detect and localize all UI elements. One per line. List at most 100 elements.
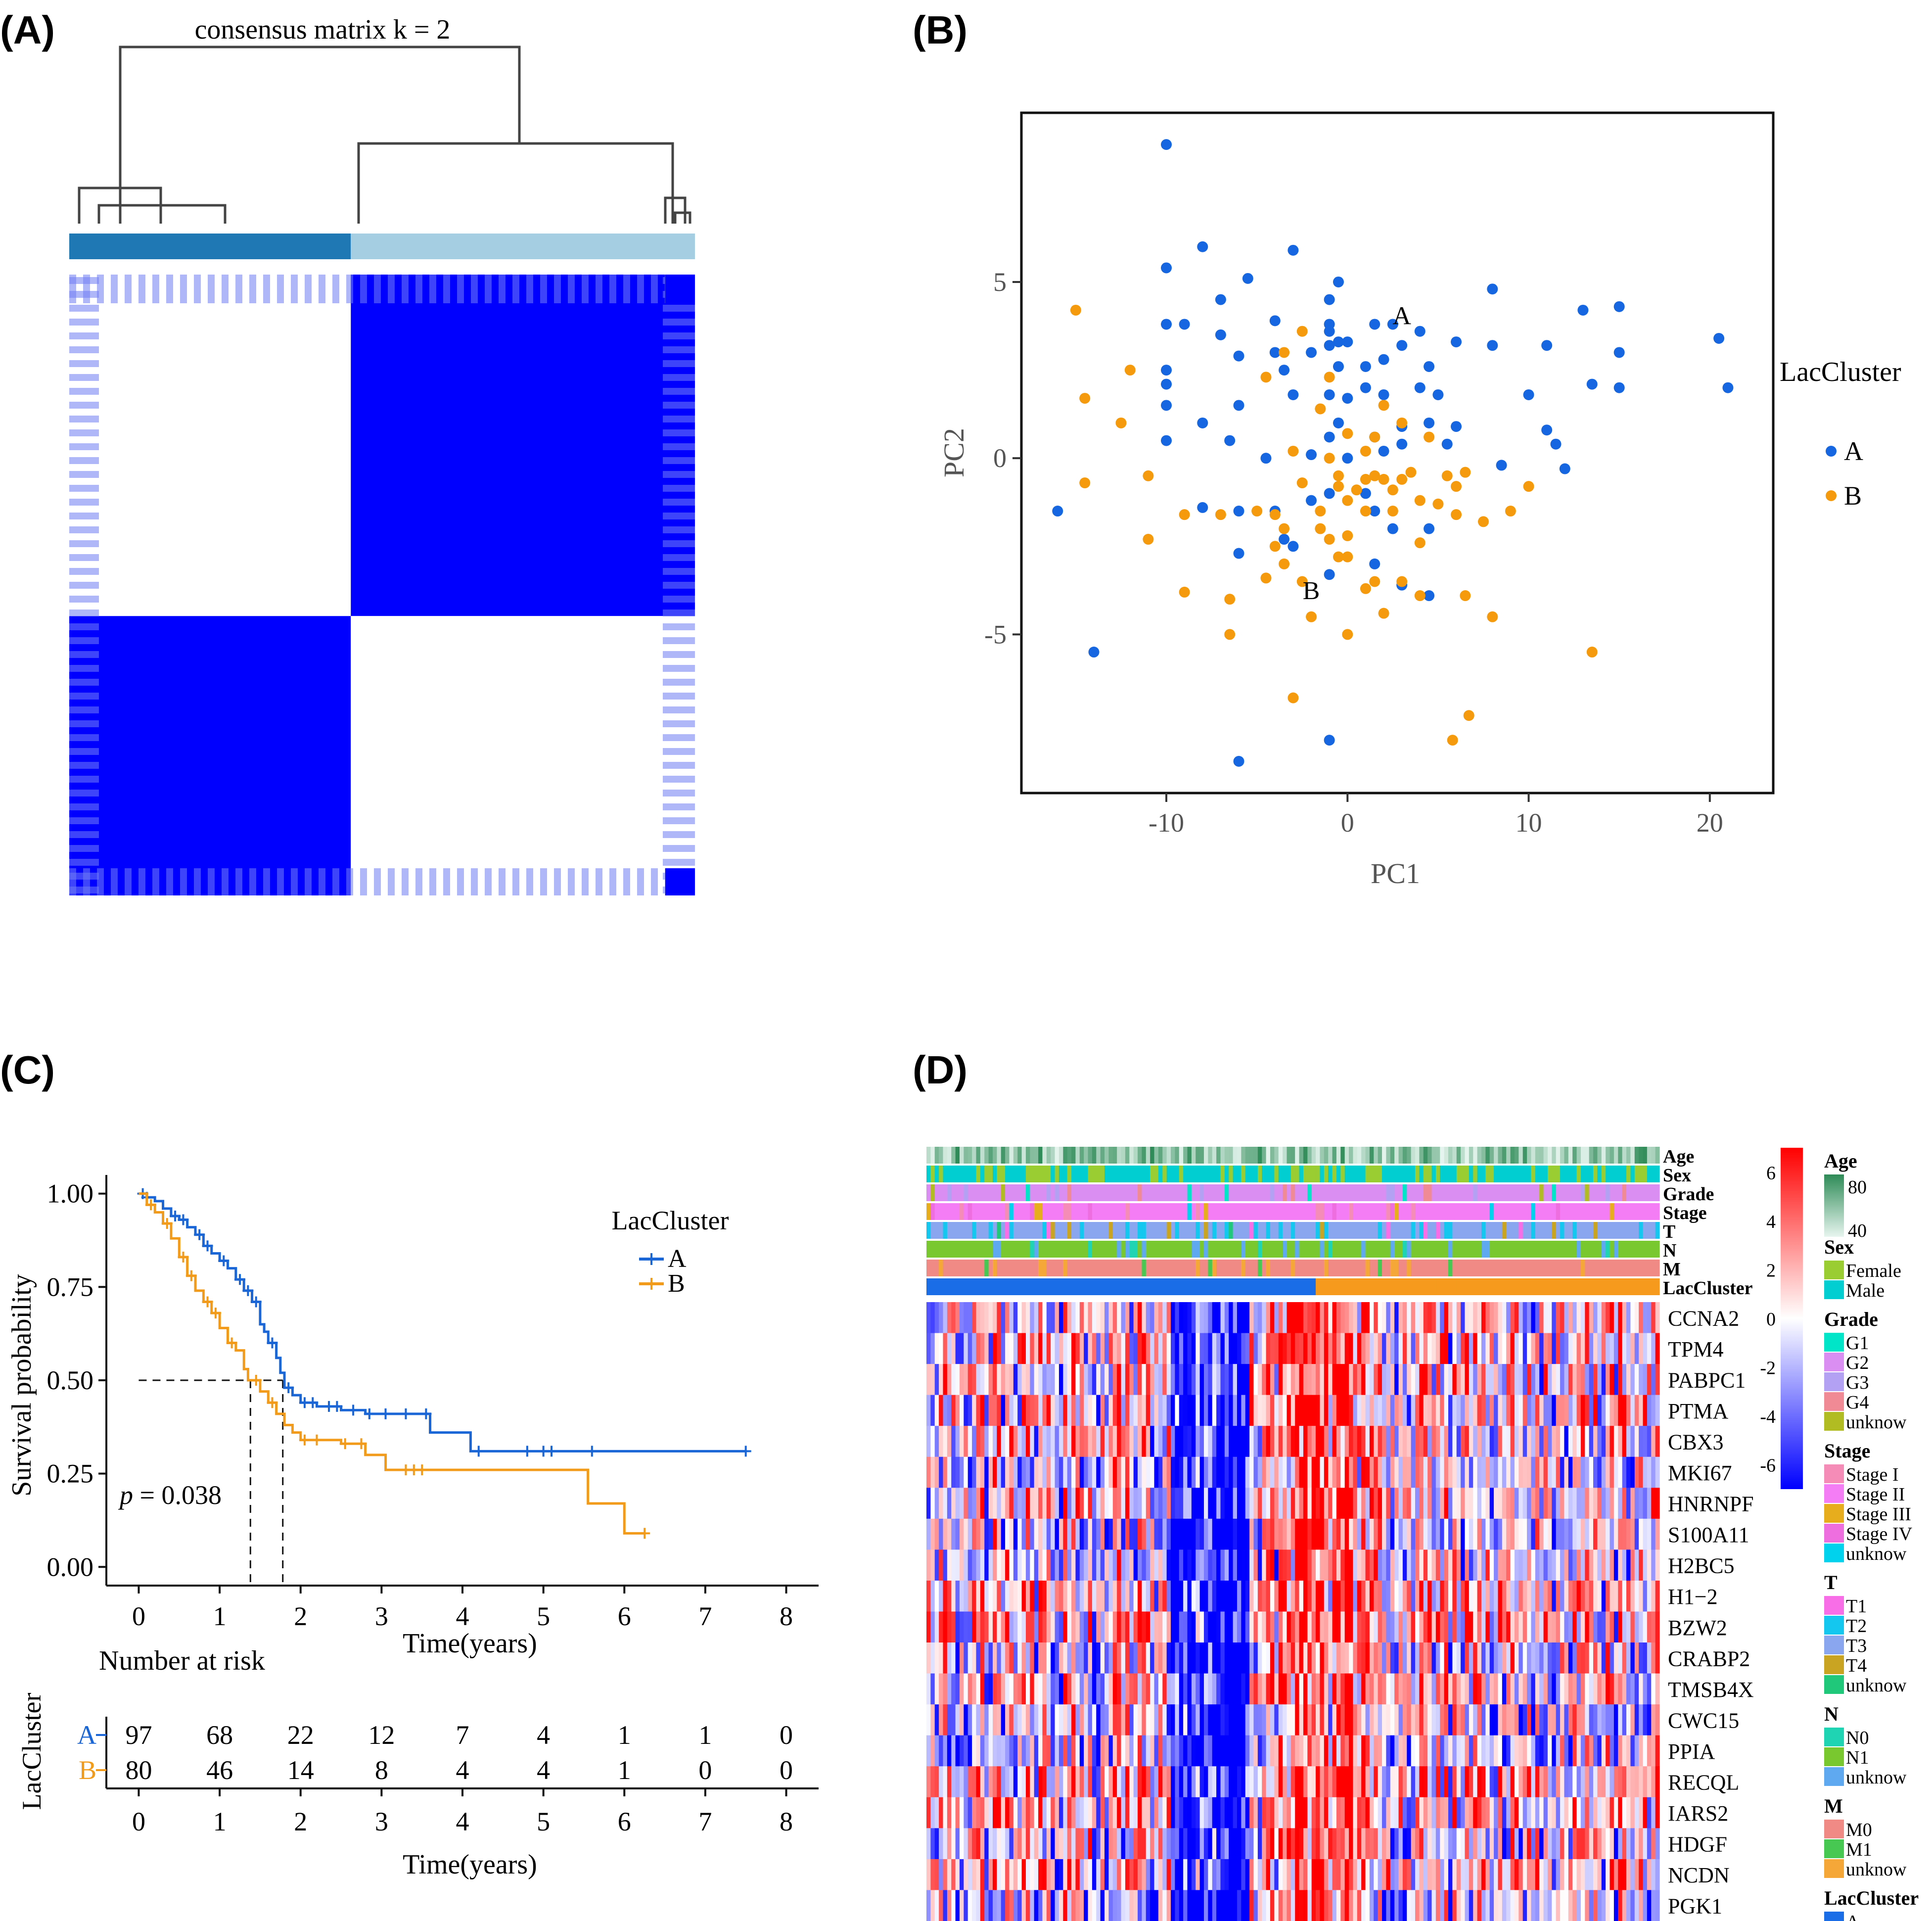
heatmap-cell xyxy=(1361,1828,1366,1860)
track-cell-stage xyxy=(1349,1203,1354,1220)
track-cell-stage xyxy=(1092,1203,1097,1220)
track-cell-laccluster xyxy=(1203,1278,1208,1295)
heatmap-cell xyxy=(1328,1549,1333,1581)
track-cell-m xyxy=(1117,1260,1122,1276)
heatmap-cell xyxy=(1469,1395,1473,1426)
heatmap-cell xyxy=(1179,1828,1184,1860)
heatmap-cell xyxy=(1651,1828,1656,1860)
heatmap-cell xyxy=(1025,1735,1030,1767)
track-cell-t xyxy=(1630,1222,1635,1239)
heatmap-cell xyxy=(1208,1828,1213,1860)
heatmap-cell xyxy=(930,1580,935,1612)
track-cell-stage xyxy=(1299,1203,1304,1220)
track-cell-m xyxy=(1435,1260,1440,1276)
heatmap-cell xyxy=(1229,1642,1234,1674)
heatmap-cell xyxy=(1171,1766,1175,1798)
track-cell-stage xyxy=(943,1203,948,1220)
track-cell-laccluster xyxy=(1344,1278,1349,1295)
heatmap-cell xyxy=(1320,1642,1325,1674)
heatmap-cell xyxy=(951,1518,956,1550)
risk-count-b: 4 xyxy=(537,1755,550,1785)
km-censor-mark-b xyxy=(339,1438,351,1450)
heatmap-cell xyxy=(1088,1766,1093,1798)
track-cell-age xyxy=(1253,1147,1258,1164)
heatmap-cell xyxy=(1427,1456,1432,1488)
heatmap-cell xyxy=(1419,1395,1424,1426)
heatmap-cell xyxy=(967,1456,972,1488)
heatmap-cell xyxy=(1431,1456,1436,1488)
heatmap-cell xyxy=(1096,1766,1101,1798)
heatmap-cell xyxy=(1042,1673,1047,1705)
heatmap-cell xyxy=(1473,1828,1478,1860)
heatmap-cell xyxy=(1349,1364,1354,1396)
track-cell-m xyxy=(1249,1260,1254,1276)
pca-point-b xyxy=(1079,393,1091,404)
heatmap-cell xyxy=(997,1766,1002,1798)
heatmap-cell xyxy=(1042,1302,1047,1334)
heatmap-cell xyxy=(926,1549,931,1581)
heatmap-cell xyxy=(1262,1333,1267,1364)
heatmap-cell xyxy=(1365,1549,1370,1581)
heatmap-cell xyxy=(1527,1580,1532,1612)
heatmap-cell xyxy=(972,1611,977,1643)
heatmap-cell xyxy=(1552,1364,1557,1396)
heatmap-cell xyxy=(1473,1395,1478,1426)
heatmap-cell xyxy=(1382,1488,1386,1519)
heatmap-cell xyxy=(967,1333,972,1364)
heatmap-cell xyxy=(1539,1488,1544,1519)
heatmap-cell xyxy=(930,1859,935,1891)
track-cell-t xyxy=(951,1222,956,1239)
track-cell-grade xyxy=(1357,1184,1362,1201)
heatmap-cell xyxy=(1212,1642,1217,1674)
heatmap-cell xyxy=(1175,1704,1180,1736)
heatmap-cell xyxy=(1647,1580,1652,1612)
heatmap-cell xyxy=(1481,1580,1486,1612)
heatmap-cell xyxy=(1514,1735,1519,1767)
heatmap-cell xyxy=(1394,1704,1399,1736)
heatmap-cell xyxy=(1038,1859,1043,1891)
heatmap-cell xyxy=(984,1364,989,1396)
pca-point-b xyxy=(1333,551,1344,562)
heatmap-cell xyxy=(1017,1704,1022,1736)
heatmap-cell xyxy=(972,1797,977,1828)
heatmap-cell xyxy=(1402,1828,1407,1860)
track-cell-sex xyxy=(1063,1166,1068,1182)
heatmap-cell xyxy=(1498,1642,1503,1674)
heatmap-cell xyxy=(1349,1395,1354,1426)
heatmap-cell xyxy=(1196,1704,1200,1736)
heatmap-cell xyxy=(1398,1333,1403,1364)
track-cell-sex xyxy=(1606,1166,1610,1182)
heatmap-cell xyxy=(1199,1395,1204,1426)
track-cell-n xyxy=(1307,1241,1312,1258)
heatmap-cell xyxy=(1146,1704,1150,1736)
track-cell-age xyxy=(992,1147,997,1164)
track-cell-grade xyxy=(1158,1184,1163,1201)
track-cell-age xyxy=(1378,1147,1382,1164)
heatmap-cell xyxy=(1378,1735,1382,1767)
heatmap-cell xyxy=(1606,1456,1610,1488)
heatmap-cell xyxy=(1257,1395,1262,1426)
heatmap-cell xyxy=(1030,1549,1035,1581)
heatmap-cell xyxy=(1166,1704,1171,1736)
heatmap-cell xyxy=(1456,1302,1461,1334)
track-cell-n xyxy=(1257,1241,1262,1258)
heatmap-cell xyxy=(1009,1364,1014,1396)
track-cell-laccluster xyxy=(1104,1278,1109,1295)
heatmap-cell xyxy=(1100,1735,1105,1767)
track-cell-m xyxy=(1175,1260,1180,1276)
heatmap-cell xyxy=(1295,1580,1300,1612)
heatmap-cell xyxy=(1489,1735,1494,1767)
heatmap-cell xyxy=(1639,1549,1644,1581)
track-cell-n xyxy=(1084,1241,1089,1258)
heatmap-cell xyxy=(1374,1766,1379,1798)
heatmap-cell xyxy=(1610,1673,1614,1705)
heatmap-cell xyxy=(1112,1611,1117,1643)
track-cell-t xyxy=(964,1222,968,1239)
heatmap-cell xyxy=(1138,1395,1142,1426)
heatmap-cell xyxy=(1527,1642,1532,1674)
heatmap-cell xyxy=(1212,1333,1217,1364)
track-cell-age xyxy=(1510,1147,1515,1164)
heatmap-cell xyxy=(1046,1828,1051,1860)
heatmap-cell xyxy=(1639,1580,1644,1612)
track-cell-t xyxy=(1320,1222,1325,1239)
